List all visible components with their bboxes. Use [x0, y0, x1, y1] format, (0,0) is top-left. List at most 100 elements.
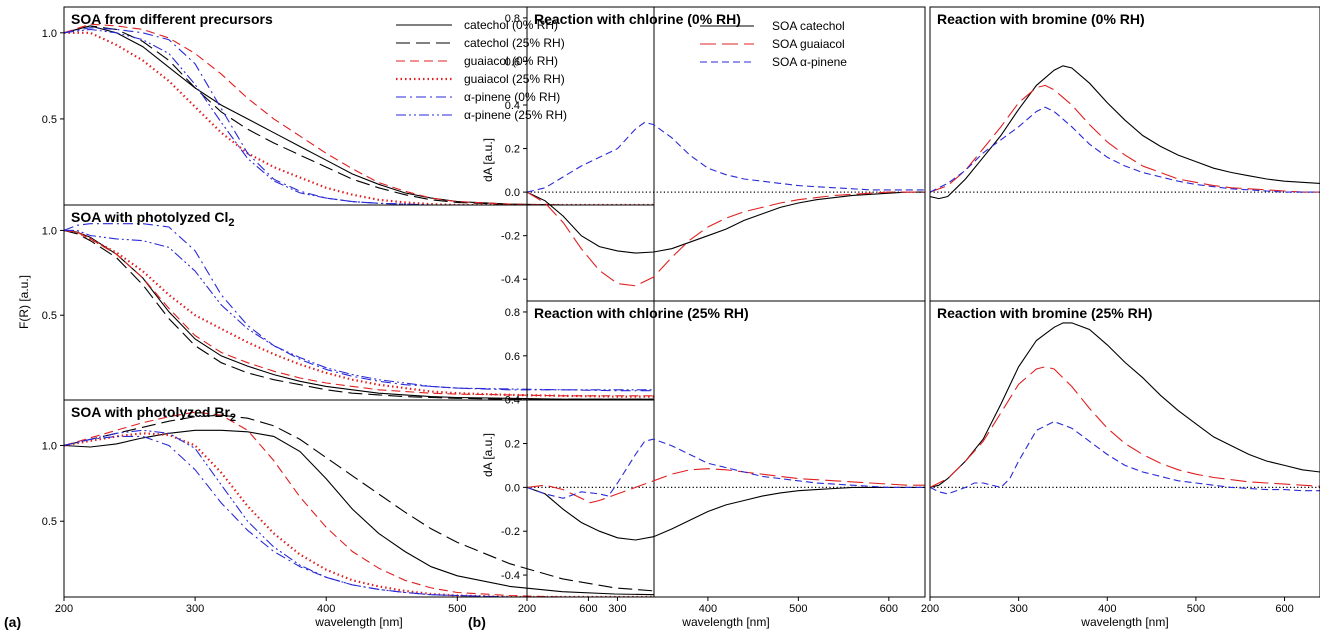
x-tick-label: 600 [1275, 603, 1293, 615]
y-axis-label-b-bottom: dA [a.u.] [481, 433, 495, 477]
panel-2: 0.5 1.0 SOA with photolyzed Cl2 [42, 204, 655, 401]
panel-title: Reaction with bromine (0% RH) [937, 11, 1145, 27]
series-line-1 [930, 65, 1320, 200]
panel-title: SOA from different precursors [71, 11, 273, 27]
y-tick-label: 0.0 [505, 187, 520, 199]
legend-entry: SOA catechol [772, 19, 845, 33]
panel-5: Reaction with bromine (0% RH) [929, 6, 1320, 302]
panel-7: 200 300 400 500 600 wavelength [nm] Reaction w… [921, 300, 1320, 629]
y-tick-label: 0.8 [505, 13, 520, 25]
x-tick-label: 500 [1187, 603, 1205, 615]
legend-entry: SOA α-pinene [772, 55, 847, 69]
y-tick-label: 0.5 [42, 114, 57, 126]
plot-frame [929, 6, 1320, 302]
series-line-2 [930, 366, 1320, 488]
y-tick-label: 0.2 [505, 439, 520, 451]
x-tick-label: 500 [789, 603, 807, 615]
legend-entry: catechol (0% RH) [464, 18, 558, 32]
panel-title: SOA with photolyzed Br2 [71, 404, 236, 424]
y-tick-label: 0.4 [505, 100, 520, 112]
series-line-2 [527, 191, 925, 287]
x-tick-label: 200 [921, 603, 939, 615]
y-tick-label: 0.2 [505, 144, 520, 156]
series-line-1 [64, 429, 654, 596]
series-line-4 [64, 31, 654, 205]
legend-entry: guaiacol (25% RH) [464, 72, 565, 86]
x-tick-label: 500 [448, 603, 466, 615]
y-tick-label: 1.0 [42, 440, 57, 452]
series-line-3 [64, 411, 654, 597]
y-tick-label: -0.2 [501, 231, 520, 243]
x-tick-label: 300 [186, 603, 204, 615]
series-line-5 [64, 223, 654, 392]
panel-title: Reaction with bromine (25% RH) [937, 305, 1152, 321]
y-tick-label: 0.6 [505, 56, 520, 68]
panel-title: Reaction with chlorine (25% RH) [534, 305, 749, 321]
plot-frame [929, 300, 1320, 598]
series-line-3 [527, 121, 925, 193]
series-line-2 [527, 468, 925, 504]
y-tick-label: -0.4 [501, 570, 520, 582]
series-line-6 [64, 229, 654, 391]
legend-entry: α-pinene (0% RH) [464, 90, 560, 104]
series-line-3 [64, 23, 654, 205]
y-tick-label: -0.4 [501, 274, 520, 286]
series-line-2 [64, 25, 654, 205]
plot-frame [63, 399, 655, 598]
panel-1: 0.5 1.0 SOA from different precursors catec… [42, 6, 655, 206]
series-line-3 [930, 421, 1320, 495]
legend: SOA catechol SOA guaiacol SOA α-pinene [700, 19, 847, 69]
x-axis-label: wavelength [nm] [314, 615, 402, 629]
series-line-2 [64, 229, 654, 400]
series-line-4 [64, 229, 654, 398]
y-tick-label: 0.0 [505, 482, 520, 494]
legend-entry: catechol (25% RH) [464, 36, 565, 50]
x-tick-label: 300 [1009, 603, 1027, 615]
plot-frame [63, 204, 655, 401]
series-line-3 [527, 438, 925, 499]
series-line-2 [930, 84, 1320, 193]
series-line-3 [930, 106, 1320, 193]
x-axis-label: wavelength [nm] [1080, 615, 1168, 629]
y-tick-label: 0.5 [42, 516, 57, 528]
legend-entry: SOA guaiacol [772, 37, 845, 51]
y-tick-label: 1.0 [42, 28, 57, 40]
series-line-3 [64, 229, 654, 397]
panel-title: SOA with photolyzed Cl2 [71, 209, 235, 229]
panel-4: 0.8 0.6 0.4 0.2 0.0 -0.2 -0.4 Reaction with chl… [501, 6, 926, 302]
series-line-6 [64, 28, 654, 205]
y-tick-label: 0.8 [505, 307, 520, 319]
panel-6: 0.8 0.6 0.4 0.2 0.0 -0.2 -0.4 200 300 400 500 600 wa… [501, 300, 926, 629]
y-tick-label: 0.6 [505, 351, 520, 363]
x-tick-label: 400 [317, 603, 335, 615]
x-tick-label: 600 [880, 603, 898, 615]
legend-entry: α-pinene (25% RH) [464, 108, 567, 122]
legend: catechol (0% RH) catechol (25% RH) guaiaco… [396, 18, 567, 122]
series-line-1 [527, 486, 925, 541]
panel-title: Reaction with chlorine (0% RH) [534, 11, 741, 27]
series-line-1 [527, 191, 925, 254]
legend-entry: guaiacol (0% RH) [464, 54, 558, 68]
panel-3: 0.5 1.0 200 300 400 500 600 wavelength [nm] SOA … [42, 399, 655, 629]
series-line-5 [64, 27, 654, 205]
figure-label-b: (b) [468, 614, 486, 630]
series-line-6 [64, 429, 654, 597]
plot-frame [63, 6, 655, 206]
series-line-5 [64, 435, 654, 597]
y-axis-label-left: F(R) [a.u.] [17, 275, 31, 329]
y-tick-label: 0.5 [42, 310, 57, 322]
x-tick-label: 200 [518, 603, 536, 615]
figure-label-a: (a) [4, 614, 21, 630]
x-tick-label: 600 [579, 603, 597, 615]
y-tick-label: 1.0 [42, 225, 57, 237]
x-tick-label: 200 [55, 603, 73, 615]
plot-frame [526, 300, 926, 598]
x-tick-label: 300 [608, 603, 626, 615]
series-line-2 [64, 414, 654, 592]
y-tick-label: -0.2 [501, 526, 520, 538]
x-tick-label: 400 [1098, 603, 1116, 615]
plot-frame [526, 6, 926, 302]
series-line-1 [930, 322, 1320, 488]
x-tick-label: 400 [699, 603, 717, 615]
